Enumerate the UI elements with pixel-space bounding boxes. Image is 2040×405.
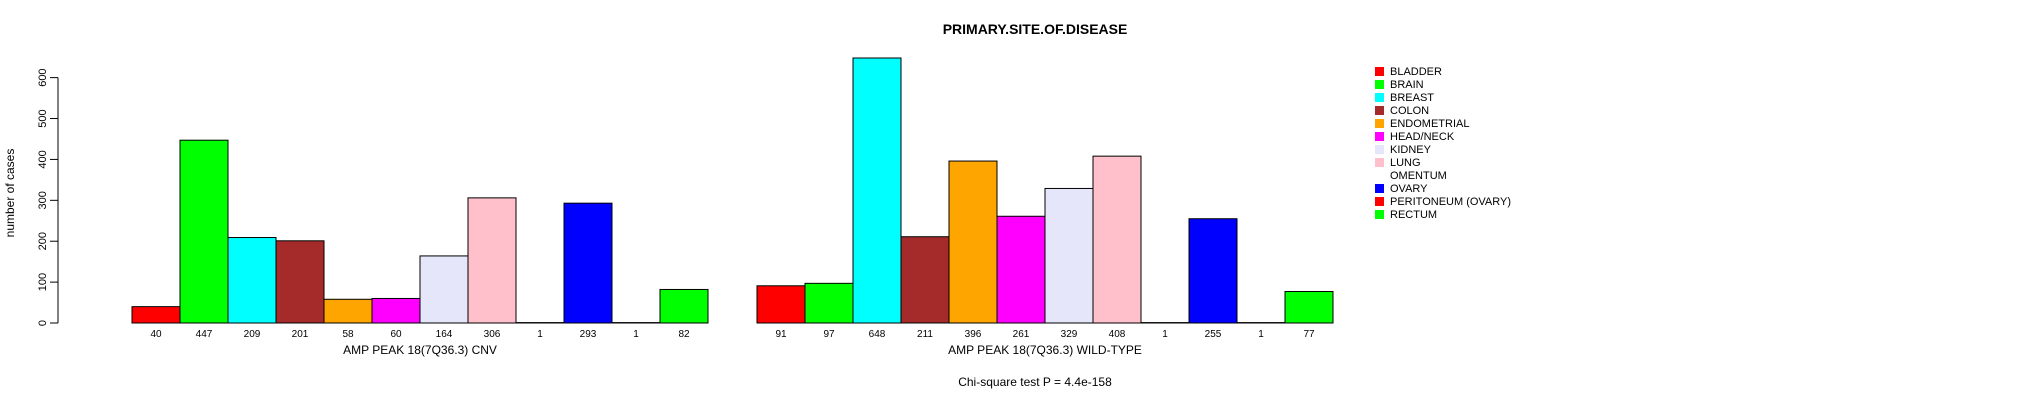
legend-item: LUNG bbox=[1375, 157, 1421, 169]
bar-value-label: 201 bbox=[292, 329, 309, 340]
bar-value-label: 209 bbox=[244, 329, 261, 340]
bar-value-label: 77 bbox=[1303, 329, 1315, 340]
bar-kidney bbox=[420, 256, 468, 323]
y-tick-label: 300 bbox=[37, 191, 49, 209]
bar-value-label: 40 bbox=[150, 329, 162, 340]
bar-rectum bbox=[1285, 292, 1333, 323]
bar-colon bbox=[276, 241, 324, 323]
legend-swatch bbox=[1375, 184, 1384, 193]
y-axis: 0 100 200 300 400 500 600 bbox=[37, 68, 58, 326]
bar-value-label: 329 bbox=[1061, 329, 1078, 340]
legend-label: PERITONEUM (OVARY) bbox=[1390, 196, 1511, 208]
legend-swatch bbox=[1375, 132, 1384, 141]
bar-value-label: 447 bbox=[196, 329, 213, 340]
legend-swatch bbox=[1375, 119, 1384, 128]
bar-lung bbox=[468, 198, 516, 323]
legend-item: BREAST bbox=[1375, 92, 1434, 104]
bar-colon bbox=[901, 237, 949, 323]
bar-endometrial bbox=[324, 299, 372, 323]
bar-value-label: 408 bbox=[1109, 329, 1126, 340]
bar-head-neck bbox=[372, 298, 420, 323]
bar-value-label: 91 bbox=[775, 329, 787, 340]
bar-breast bbox=[853, 58, 901, 323]
legend-label: BRAIN bbox=[1390, 79, 1424, 91]
y-tick-label: 100 bbox=[37, 273, 49, 291]
bar-value-label: 306 bbox=[484, 329, 501, 340]
bar-bladder bbox=[757, 286, 805, 323]
legend-swatch bbox=[1375, 197, 1384, 206]
legend-item: ENDOMETRIAL bbox=[1375, 118, 1469, 130]
chi-square-footer: Chi-square test P = 4.4e-158 bbox=[958, 375, 1112, 389]
y-tick-label: 600 bbox=[37, 68, 49, 86]
legend-label: OMENTUM bbox=[1390, 170, 1447, 182]
legend-swatch bbox=[1375, 67, 1384, 76]
bar-lung bbox=[1093, 156, 1141, 323]
bar-value-label: 1 bbox=[537, 329, 543, 340]
legend-label: LUNG bbox=[1390, 157, 1421, 169]
bar-value-label: 1 bbox=[1258, 329, 1264, 340]
bar-endometrial bbox=[949, 161, 997, 323]
bar-value-label: 396 bbox=[965, 329, 982, 340]
bar-value-label: 648 bbox=[869, 329, 886, 340]
group-label: AMP PEAK 18(7Q36.3) CNV bbox=[343, 343, 497, 357]
legend-item: KIDNEY bbox=[1375, 144, 1432, 156]
legend-swatch bbox=[1375, 106, 1384, 115]
legend-label: RECTUM bbox=[1390, 209, 1437, 221]
legend-label: OVARY bbox=[1390, 183, 1428, 195]
bar-brain bbox=[180, 140, 228, 323]
legend-label: KIDNEY bbox=[1390, 144, 1432, 156]
y-tick-label: 400 bbox=[37, 150, 49, 168]
bar-value-label: 82 bbox=[678, 329, 690, 340]
legend-swatch bbox=[1375, 210, 1384, 219]
bar-value-label: 1 bbox=[633, 329, 639, 340]
bar-breast bbox=[228, 238, 276, 323]
bar-bladder bbox=[132, 307, 180, 323]
legend-swatch bbox=[1375, 80, 1384, 89]
bar-value-label: 261 bbox=[1013, 329, 1030, 340]
bar-value-label: 60 bbox=[390, 329, 402, 340]
bar-value-label: 211 bbox=[917, 329, 933, 340]
legend-item: HEAD/NECK bbox=[1375, 131, 1455, 143]
bar-rectum bbox=[660, 289, 708, 323]
y-tick-label: 0 bbox=[37, 320, 49, 326]
bar-value-label: 58 bbox=[342, 329, 354, 340]
bar-head-neck bbox=[997, 216, 1045, 323]
group-label: AMP PEAK 18(7Q36.3) WILD-TYPE bbox=[948, 343, 1142, 357]
legend-item: RECTUM bbox=[1375, 209, 1437, 221]
legend-swatch bbox=[1375, 158, 1384, 167]
legend-item: OMENTUM bbox=[1375, 170, 1447, 182]
legend-swatch bbox=[1375, 171, 1384, 180]
bar-brain bbox=[805, 283, 853, 323]
legend-item: BRAIN bbox=[1375, 79, 1424, 91]
legend-item: BLADDER bbox=[1375, 66, 1442, 78]
legend-item: OVARY bbox=[1375, 183, 1428, 195]
legend-label: HEAD/NECK bbox=[1390, 131, 1455, 143]
bar-value-label: 1 bbox=[1162, 329, 1168, 340]
y-tick-label: 200 bbox=[37, 232, 49, 250]
bar-ovary bbox=[1189, 219, 1237, 323]
legend-swatch bbox=[1375, 93, 1384, 102]
y-tick-label: 500 bbox=[37, 109, 49, 127]
legend: BLADDERBRAINBREASTCOLONENDOMETRIALHEAD/N… bbox=[1375, 66, 1511, 221]
chart-title: PRIMARY.SITE.OF.DISEASE bbox=[943, 21, 1128, 37]
bar-ovary bbox=[564, 203, 612, 323]
bar-value-label: 255 bbox=[1205, 329, 1222, 340]
group-labels: AMP PEAK 18(7Q36.3) CNV AMP PEAK 18(7Q36.… bbox=[343, 343, 1142, 357]
bar-kidney bbox=[1045, 188, 1093, 323]
value-labels: 40 447 209 201 58 60 164 306 1 293 1 82 91 97 648 211 39… bbox=[150, 329, 1315, 340]
y-axis-label: number of cases bbox=[3, 149, 17, 238]
legend-label: COLON bbox=[1390, 105, 1429, 117]
legend-label: BLADDER bbox=[1390, 66, 1442, 78]
bar-value-label: 164 bbox=[436, 329, 453, 340]
bars bbox=[132, 58, 1333, 323]
bar-value-label: 293 bbox=[580, 329, 597, 340]
legend-label: ENDOMETRIAL bbox=[1390, 118, 1469, 130]
legend-item: PERITONEUM (OVARY) bbox=[1375, 196, 1511, 208]
legend-swatch bbox=[1375, 145, 1384, 154]
bar-value-label: 97 bbox=[823, 329, 835, 340]
legend-item: COLON bbox=[1375, 105, 1429, 117]
legend-label: BREAST bbox=[1390, 92, 1434, 104]
